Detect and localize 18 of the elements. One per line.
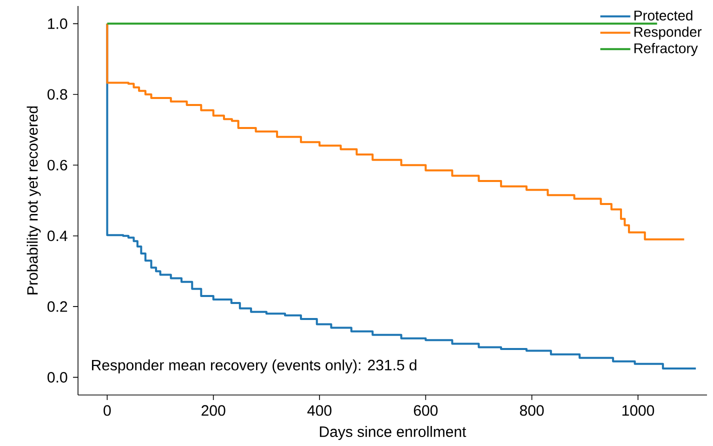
y-tick-label: 0.0 [48,372,68,383]
legend-label: Refractory [634,42,698,56]
x-tick-label: 800 [520,405,544,416]
y-tick-label: 1.0 [48,18,68,29]
legend-label: Responder [634,26,702,40]
legend-label: Protected [634,10,692,20]
y-tick-label: 0.4 [48,230,68,242]
x-tick-label: 200 [202,405,226,416]
x-tick-label: 0 [104,405,111,416]
annotation: Responder mean recovery (events only): 231.5 d [92,359,416,374]
x-tick-label: 600 [414,405,438,416]
y-axis-title: Probability not yet recovered [26,106,41,294]
y-tick-label: 0.2 [48,301,68,312]
x-tick-label: 1000 [622,405,654,416]
x-axis-title: Days since enrollment [320,426,466,440]
y-tick-label: 0.8 [48,89,68,100]
y-tick-label: 0.6 [48,160,68,170]
x-tick-label: 400 [307,405,332,416]
